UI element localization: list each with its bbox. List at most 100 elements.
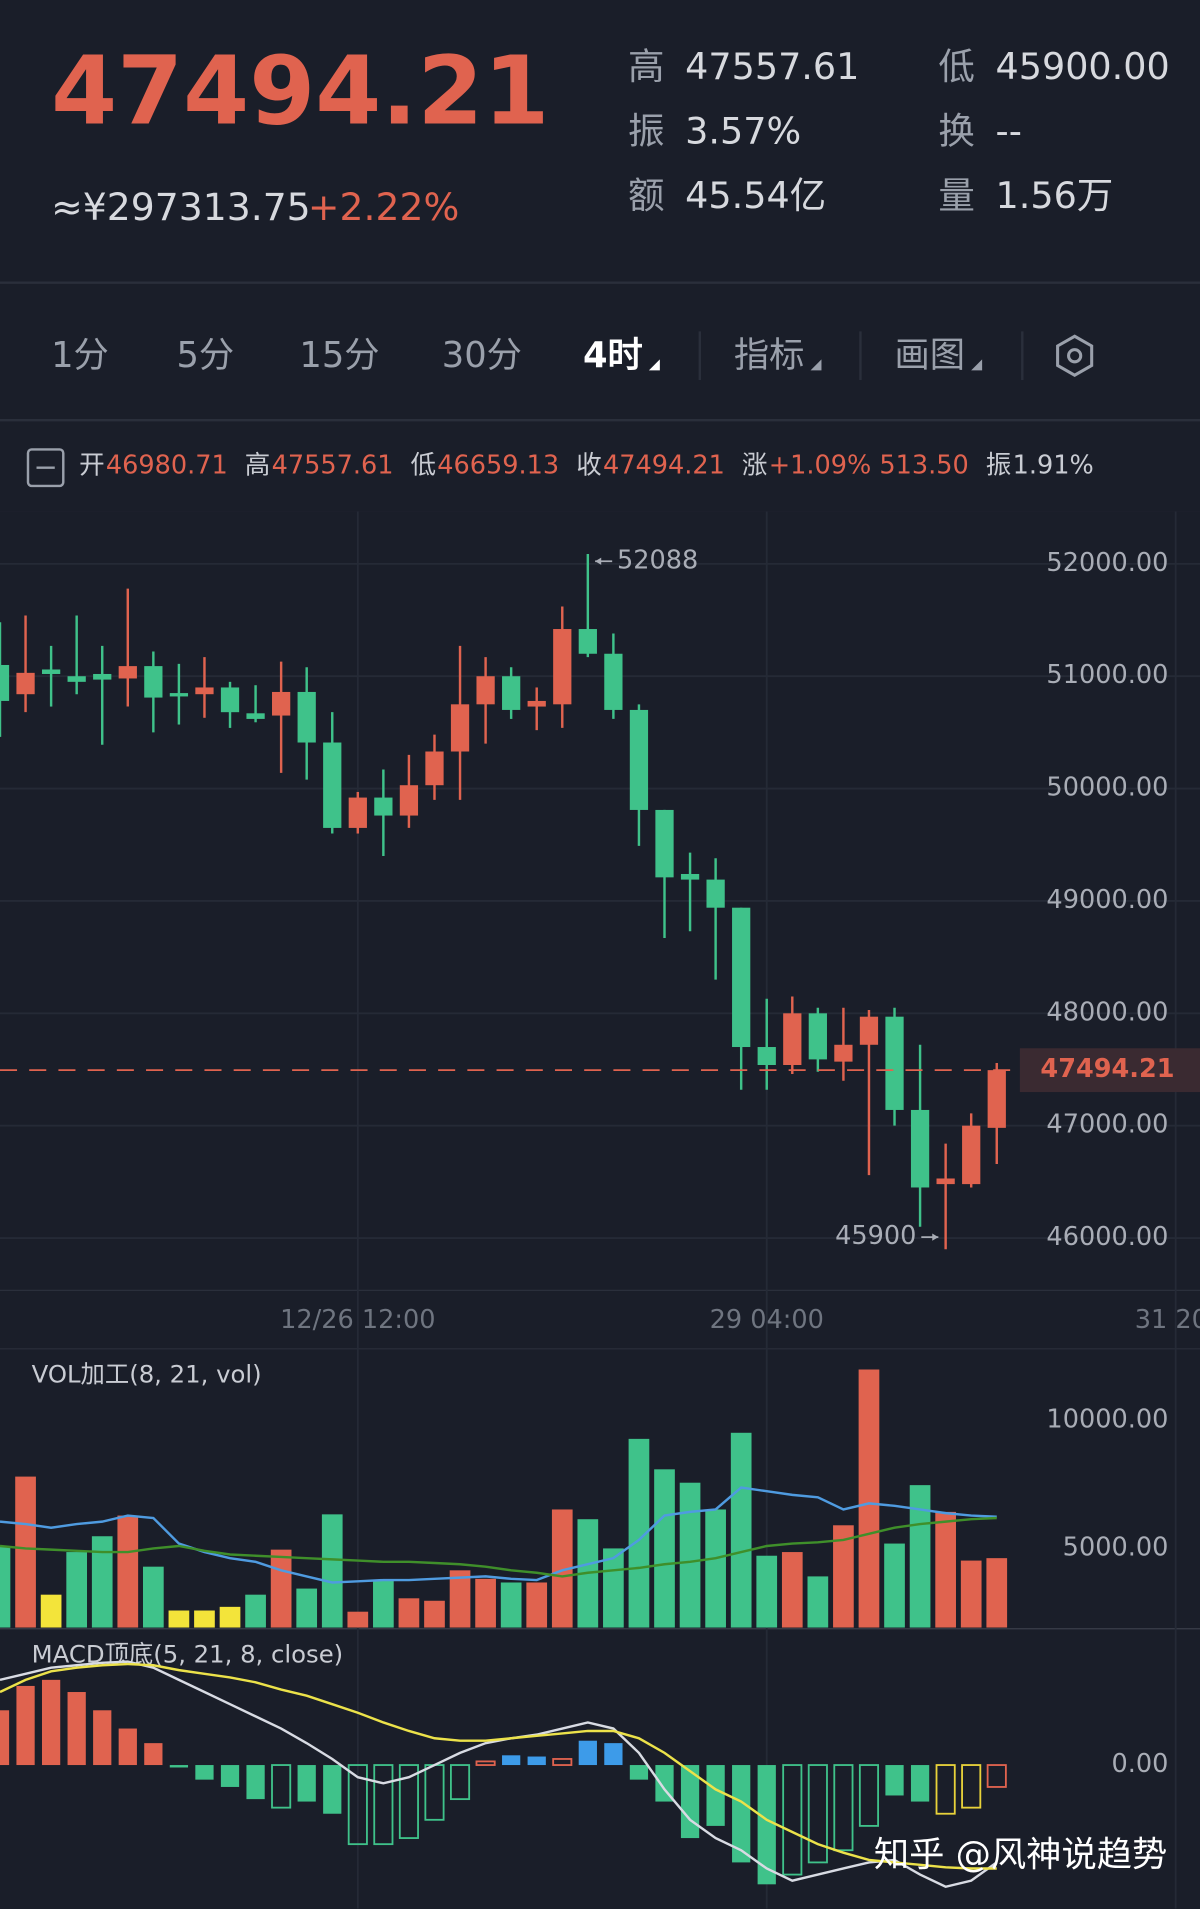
y-tick-label: 10000.00 [1046, 1405, 1168, 1435]
timeframe-tab[interactable]: 4时 [583, 335, 643, 376]
candle-body [757, 1047, 776, 1066]
y-tick-label: 48000.00 [1046, 997, 1168, 1027]
macd-bar [910, 1765, 930, 1802]
stat-label: 额 [628, 174, 665, 217]
volume-bar [117, 1515, 139, 1628]
candle-body [399, 785, 419, 816]
macd-bar [629, 1765, 649, 1780]
stat-label: 换 [938, 109, 975, 152]
y-tick-label: 49000.00 [1046, 885, 1168, 915]
candle-body [348, 797, 367, 828]
volume-bar [935, 1511, 956, 1628]
candle-body [272, 691, 291, 716]
timeframe-tab[interactable]: 画图 [895, 335, 966, 376]
ohlc-value: 46980.71 [106, 450, 228, 480]
candle-body [374, 797, 393, 816]
candle-body [67, 676, 86, 682]
macd-bar [195, 1765, 214, 1780]
volume-bar [245, 1594, 266, 1628]
y-tick-label: 5000.00 [1063, 1532, 1169, 1562]
candle-body [527, 700, 546, 707]
ohlc-label: 收 [576, 450, 602, 480]
timeframe-tab[interactable]: 15分 [299, 335, 379, 376]
volume-bar [373, 1580, 394, 1628]
ohlc-label: 振 [986, 450, 1012, 480]
change-percent: +2.22% [308, 185, 459, 229]
candle-body [450, 704, 470, 752]
ohlc-value: +1.09% 513.50 [769, 450, 969, 480]
macd-bar [93, 1710, 112, 1766]
collapse-icon[interactable] [26, 448, 65, 488]
volume-bar [270, 1549, 292, 1628]
watermark: 知乎 @风神说趋势 [874, 1834, 1167, 1875]
y-tick-label: 47000.00 [1046, 1110, 1168, 1140]
volume-bar [654, 1469, 675, 1628]
stat-label: 振 [628, 109, 665, 152]
volume-bar [526, 1582, 548, 1628]
macd-bar [323, 1765, 342, 1814]
volume-bar [424, 1600, 445, 1628]
macd-bar [41, 1679, 61, 1766]
candle-body [885, 1016, 904, 1110]
macd-bar [347, 1764, 368, 1846]
volume-bar [884, 1543, 905, 1628]
volume-title: VOL加工(8, 21, vol) [32, 1360, 262, 1389]
macd-bar [373, 1764, 394, 1846]
volume-bar [347, 1611, 369, 1628]
ohlc-value: 1.91% [1013, 450, 1094, 480]
candle-body [93, 673, 112, 680]
macd-bar [502, 1755, 521, 1766]
x-tick-label: 29 04:00 [710, 1305, 824, 1335]
stat-value: 3.57% [685, 109, 801, 152]
candle-body [834, 1044, 853, 1062]
candle-body [578, 629, 597, 654]
macd-bar [297, 1765, 316, 1802]
candle-body [604, 653, 623, 710]
volume-average-line [0, 1486, 997, 1584]
y-tick-label: 46000.00 [1046, 1222, 1168, 1252]
macd-bar [169, 1765, 189, 1768]
macd-bar [961, 1764, 982, 1809]
macd-bar [833, 1764, 854, 1852]
macd-line [0, 1662, 997, 1870]
timeframe-tab[interactable]: 5分 [176, 335, 234, 376]
macd-bar [706, 1765, 725, 1826]
candle-body [553, 629, 572, 705]
candle-body [0, 664, 10, 701]
candle-body [987, 1070, 1006, 1128]
timeframe-tab[interactable]: 1分 [51, 335, 109, 376]
volume-bar [143, 1566, 164, 1628]
chart-layers: 高 47557.61 低 45900.00振 3.57% 换 --额 45.54亿量 1.56万… [0, 45, 1200, 1909]
candle-body [629, 709, 649, 810]
volume-bar [807, 1576, 829, 1628]
macd-bar [0, 1710, 10, 1766]
macd-bar [604, 1743, 623, 1766]
stat-value: 47557.61 [685, 45, 859, 88]
volume-bar [986, 1558, 1008, 1628]
candle-body [936, 1178, 955, 1185]
ohlc-value: 46659.13 [437, 450, 559, 480]
settings-icon[interactable] [1056, 334, 1094, 377]
timeframe-tab[interactable]: 指标 [734, 335, 805, 376]
macd-bar [732, 1765, 751, 1863]
volume-bar [705, 1509, 726, 1628]
timeframe-tab[interactable]: 30分 [442, 335, 522, 376]
dropdown-marker [648, 359, 660, 371]
candle-body [220, 687, 240, 713]
volume-bar [475, 1578, 496, 1628]
candle-body [195, 687, 214, 695]
volume-bar [194, 1610, 215, 1628]
candle-body [297, 691, 316, 743]
candle-body [246, 713, 265, 719]
macd-bar [552, 1758, 573, 1766]
y-tick-label: 52000.00 [1046, 548, 1168, 578]
y-tick-label: 51000.00 [1046, 660, 1168, 690]
x-tick-label: 12/26 12:00 [280, 1305, 435, 1335]
macd-bar [655, 1765, 674, 1802]
candle-body [41, 669, 61, 674]
settings-icon-center [1067, 348, 1083, 364]
ohlc-label: 涨 [742, 450, 768, 480]
candle-body [808, 1013, 827, 1060]
candle-body [655, 809, 674, 878]
